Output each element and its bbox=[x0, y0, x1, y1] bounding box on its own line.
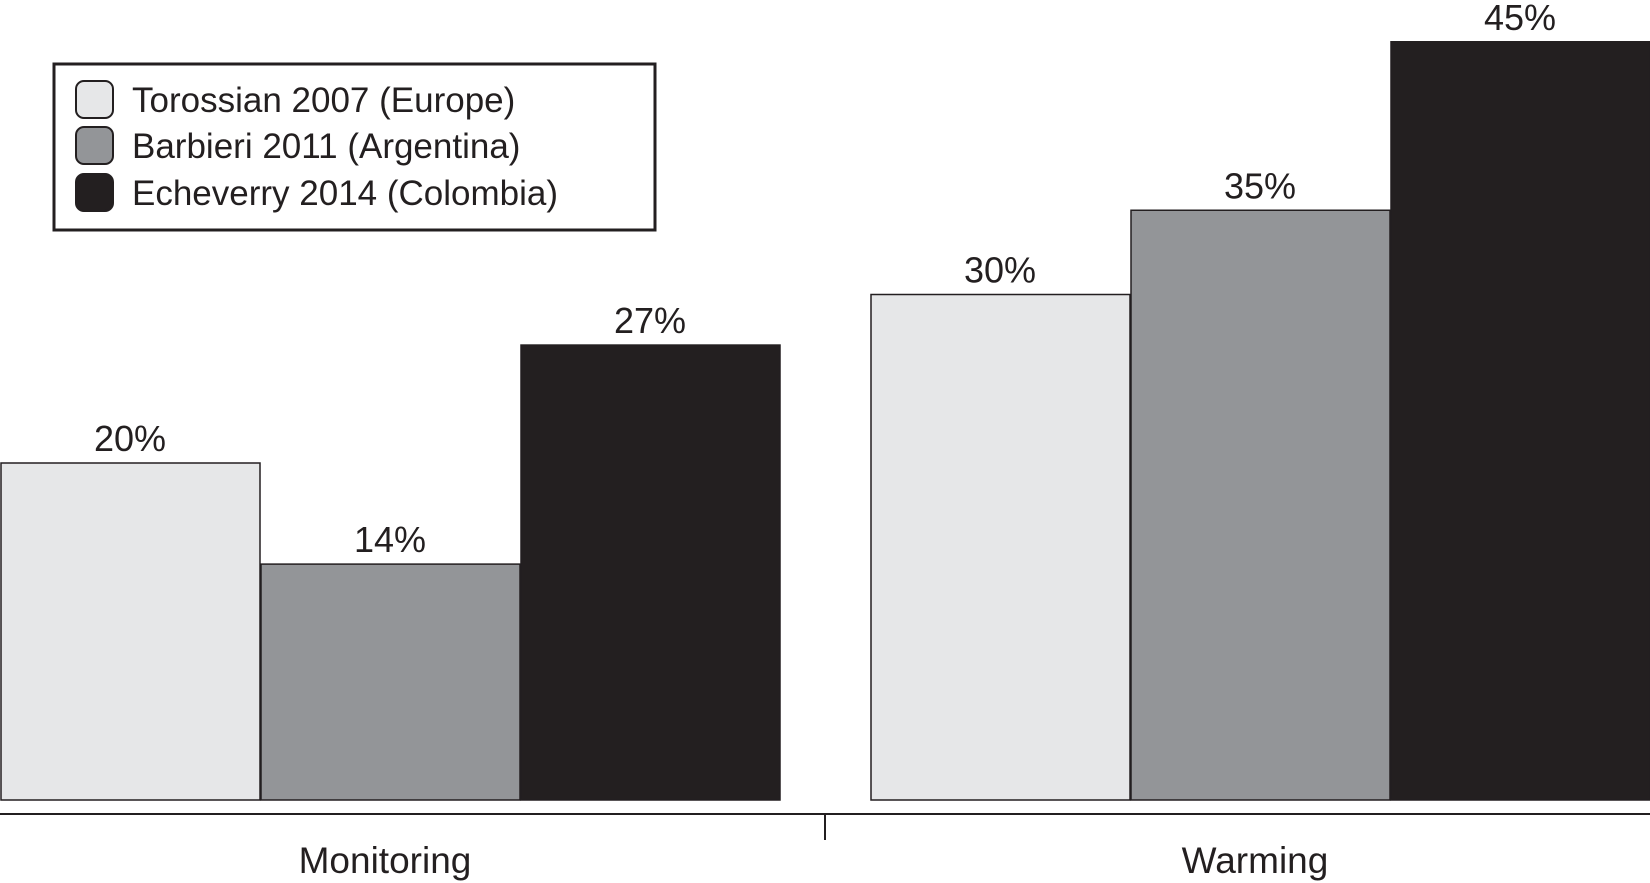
x-tick-label-warming: Warming bbox=[1182, 840, 1329, 881]
legend-swatch-series-1 bbox=[75, 80, 114, 119]
value-label-warming-series-2: 35% bbox=[1224, 165, 1296, 206]
bar-monitoring-series-2 bbox=[260, 563, 521, 801]
legend-label-series-3: Echeverry 2014 (Colombia) bbox=[132, 174, 558, 213]
bars-group bbox=[0, 41, 1650, 801]
legend-label-series-1: Torossian 2007 (Europe) bbox=[132, 81, 515, 120]
legend-label-series-2: Barbieri 2011 (Argentina) bbox=[132, 127, 520, 166]
legend-box bbox=[52, 62, 657, 232]
value-labels-group: 20% 14% 27% 30% 35% 45% bbox=[94, 0, 1556, 560]
bar-warming-series-3 bbox=[1390, 41, 1650, 801]
value-label-monitoring-series-2: 14% bbox=[354, 519, 426, 560]
bar-monitoring-series-1 bbox=[0, 462, 261, 801]
value-label-warming-series-1: 30% bbox=[964, 250, 1036, 291]
x-tick-label-monitoring: Monitoring bbox=[299, 840, 472, 881]
legend-swatch-series-2 bbox=[75, 126, 114, 165]
x-axis-labels: Monitoring Warming bbox=[299, 840, 1329, 881]
legend-items: Torossian 2007 (Europe) Barbieri 2011 (Ar… bbox=[75, 80, 558, 213]
legend-swatch-series-3 bbox=[75, 173, 114, 212]
bar-monitoring-series-3 bbox=[520, 344, 781, 801]
value-label-monitoring-series-1: 20% bbox=[94, 418, 166, 459]
value-label-monitoring-series-3: 27% bbox=[614, 300, 686, 341]
bar-warming-series-2 bbox=[1130, 209, 1391, 801]
legend: Torossian 2007 (Europe) Barbieri 2011 (Ar… bbox=[52, 62, 657, 232]
bar-warming-series-1 bbox=[870, 293, 1131, 801]
value-label-warming-series-3: 45% bbox=[1484, 0, 1556, 38]
